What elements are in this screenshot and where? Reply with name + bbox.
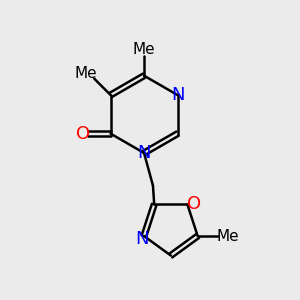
Text: N: N: [136, 230, 149, 248]
Text: N: N: [137, 144, 151, 162]
Text: Me: Me: [75, 66, 97, 81]
Text: Me: Me: [133, 42, 155, 57]
Text: O: O: [76, 125, 90, 143]
Text: Me: Me: [216, 229, 239, 244]
Text: O: O: [187, 195, 201, 213]
Text: N: N: [171, 86, 184, 104]
